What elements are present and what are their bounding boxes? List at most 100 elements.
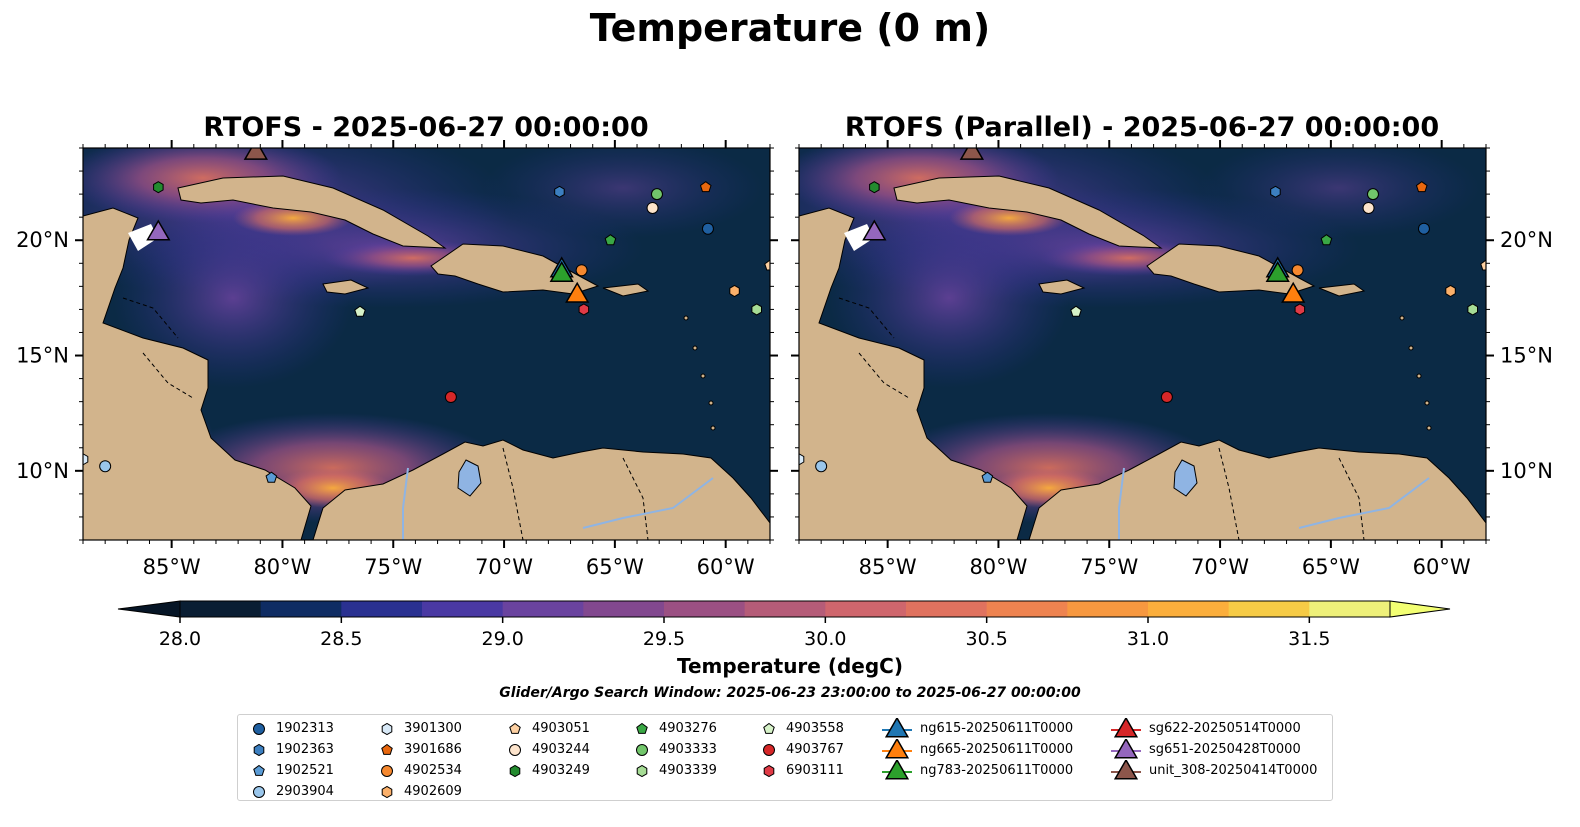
obs-marker-4902534 — [1291, 264, 1304, 277]
legend-marker-circle-icon — [253, 722, 265, 735]
colorbar-tick-label: 30.5 — [966, 628, 1008, 650]
obs-marker-ng783-20250611T0000 — [549, 260, 574, 283]
legend-marker — [253, 743, 265, 756]
legend-item: sg622-20250514T0000 — [1109, 717, 1317, 739]
lon-tick-label: 65°W — [586, 555, 644, 579]
legend-column: ng615-20250611T0000 ng665-20250611T0000 ng… — [880, 717, 1073, 781]
legend-marker — [253, 722, 265, 735]
panel-title-rtofs: RTOFS - 2025-06-27 00:00:00 — [203, 112, 649, 143]
obs-marker-4903051 — [764, 259, 770, 271]
lat-tick-label: 15°N — [16, 344, 69, 368]
obs-marker-4903767 — [1160, 391, 1173, 404]
legend-column: 4903558 4903767 6903111 — [758, 718, 844, 781]
obs-marker-6903111 — [578, 303, 590, 316]
legend-marker-pentagon-icon — [509, 722, 521, 734]
legend-marker-hexagon-icon — [381, 722, 393, 735]
obs-marker-3901686 — [1415, 181, 1428, 193]
legend-item: 3901686 — [376, 739, 462, 760]
legend-marker-pentagon-icon — [636, 722, 648, 734]
colorbar-tick-label: 28.0 — [159, 628, 201, 650]
map-panel-rtofs: 85°W 80°W 75°W 70°W 65°W 60°W 20°N 15°N 10°N — [16, 140, 778, 579]
obs-marker-sg651-20250428T0000 — [862, 219, 887, 241]
lat-tick-label: 20°N — [1500, 228, 1553, 252]
obs-marker-ng665-20250611T0000 — [1281, 281, 1306, 303]
obs-marker-1902313 — [701, 222, 714, 235]
legend-marker-hexagon-icon — [381, 785, 393, 798]
legend-item: 4903276 — [631, 718, 717, 739]
lon-tick-label: 85°W — [859, 555, 917, 579]
legend-marker-circle-icon — [509, 743, 521, 756]
obs-marker-ng665-20250611T0000 — [565, 281, 590, 303]
legend-item: 4903339 — [631, 760, 717, 781]
lon-tick-label: 75°W — [1080, 555, 1138, 579]
colorbar-tick-label: 31.0 — [1127, 628, 1169, 650]
legend-marker-triangle-icon — [882, 738, 912, 759]
legend-marker-pentagon-icon — [763, 722, 775, 734]
obs-marker-4903276 — [1320, 234, 1333, 246]
legend-item: ng665-20250611T0000 — [880, 738, 1073, 760]
legend-marker — [1113, 759, 1139, 780]
colorbar-extend-high — [1389, 600, 1451, 618]
obs-marker-sg651-20250428T0000 — [146, 219, 171, 241]
colorbar-segment — [664, 601, 746, 617]
legend-item: 1902363 — [248, 739, 334, 760]
legend-item: 4902609 — [376, 781, 462, 802]
legend-label: 4902609 — [404, 784, 462, 799]
legend-label: 4903558 — [786, 721, 844, 736]
colorbar-segment — [260, 601, 342, 617]
lon-tick-label: 70°W — [475, 555, 533, 579]
legend-marker — [381, 764, 393, 777]
obs-marker-4903333 — [650, 188, 663, 201]
obs-marker-1902363 — [554, 185, 565, 198]
colorbar-segment — [583, 601, 665, 617]
legend-label: 4903767 — [786, 742, 844, 757]
colorbar-segment — [986, 601, 1068, 617]
legend-marker — [884, 738, 910, 759]
lat-tick-label: 15°N — [1500, 344, 1553, 368]
obs-marker-4903558 — [1070, 305, 1082, 317]
legend-marker-triangle-icon — [882, 759, 912, 780]
legend-item: 2903904 — [248, 781, 334, 802]
legend-item: 3901300 — [376, 718, 462, 739]
obs-marker-4902609 — [1445, 284, 1456, 298]
legend-label: 4903249 — [532, 763, 590, 778]
obs-marker-4903276 — [604, 234, 617, 246]
legend-item: 1902313 — [248, 718, 334, 739]
obs-marker-1902521 — [981, 471, 994, 483]
legend-marker — [884, 759, 910, 780]
legend-column: 3901300 3901686 4902534 4902609 — [376, 718, 462, 802]
legend-item: 4903558 — [758, 718, 844, 739]
legend-label: 1902521 — [276, 763, 334, 778]
obs-marker-4903249 — [153, 181, 164, 194]
obs-marker-4902534 — [575, 264, 588, 277]
legend-label: 4903333 — [659, 742, 717, 757]
legend-label: 3901300 — [404, 721, 462, 736]
legend-marker — [636, 743, 648, 756]
lat-tick-label: 10°N — [16, 459, 69, 483]
obs-marker-2903904 — [815, 460, 828, 473]
legend-item: 4903333 — [631, 739, 717, 760]
legend-marker — [763, 722, 775, 734]
legend-marker-circle-icon — [381, 764, 393, 777]
legend-marker — [509, 722, 521, 734]
legend-marker — [509, 743, 521, 756]
colorbar-segment — [180, 601, 262, 617]
legend-label: unit_308-20250414T0000 — [1149, 763, 1318, 778]
legend: 1902313 1902363 1902521 2903904 3901300 39016… — [237, 714, 1333, 801]
legend-column: 4903051 4903244 4903249 — [504, 718, 590, 781]
legend-marker — [763, 764, 775, 777]
legend-marker — [381, 785, 393, 798]
legend-item: 4903767 — [758, 739, 844, 760]
legend-marker — [253, 785, 265, 798]
legend-column: 1902313 1902363 1902521 2903904 — [248, 718, 334, 802]
legend-label: 4903244 — [532, 742, 590, 757]
legend-marker — [381, 722, 393, 735]
obs-marker-2903904 — [99, 460, 112, 473]
legend-label: 6903111 — [786, 763, 844, 778]
legend-marker — [763, 743, 775, 756]
legend-marker — [636, 722, 648, 734]
colorbar-title: Temperature (degC) — [677, 654, 903, 678]
legend-marker-hexagon-icon — [636, 764, 648, 777]
colorbar-segment — [825, 601, 907, 617]
obs-marker-4903339 — [751, 303, 762, 316]
